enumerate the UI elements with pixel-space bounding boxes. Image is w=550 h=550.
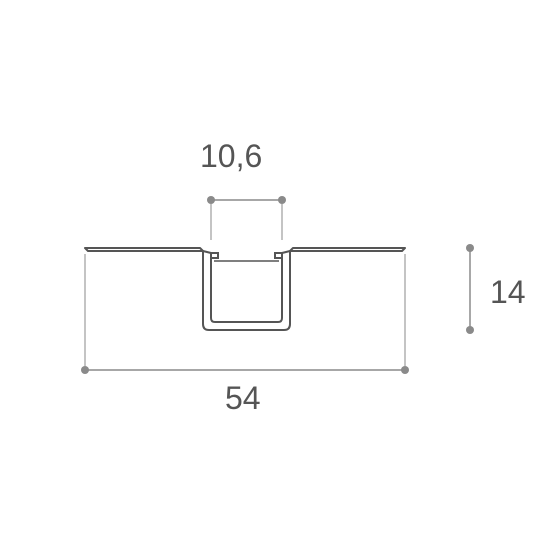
left-flange (85, 248, 203, 251)
profile-drawing (0, 0, 550, 550)
dim-right-label: 14 (490, 274, 526, 311)
channel-lip-left (211, 253, 218, 258)
channel-lip-right (275, 253, 282, 258)
wall-top-right (282, 251, 290, 253)
dim-right-arrow-top (466, 244, 474, 252)
wall-top-left (203, 251, 211, 253)
right-flange (290, 248, 405, 251)
dim-right-arrow-bottom (466, 326, 474, 334)
dim-bottom-arrow-right (401, 366, 409, 374)
channel-outer (203, 251, 290, 330)
dim-top-arrow-left (207, 196, 215, 204)
dim-top-label: 10,6 (200, 138, 262, 175)
channel-inner (211, 253, 282, 322)
dim-bottom-label: 54 (225, 380, 261, 417)
diagram-canvas: 10,6 54 14 (0, 0, 550, 550)
dim-top-arrow-right (278, 196, 286, 204)
dim-bottom-arrow-left (81, 366, 89, 374)
